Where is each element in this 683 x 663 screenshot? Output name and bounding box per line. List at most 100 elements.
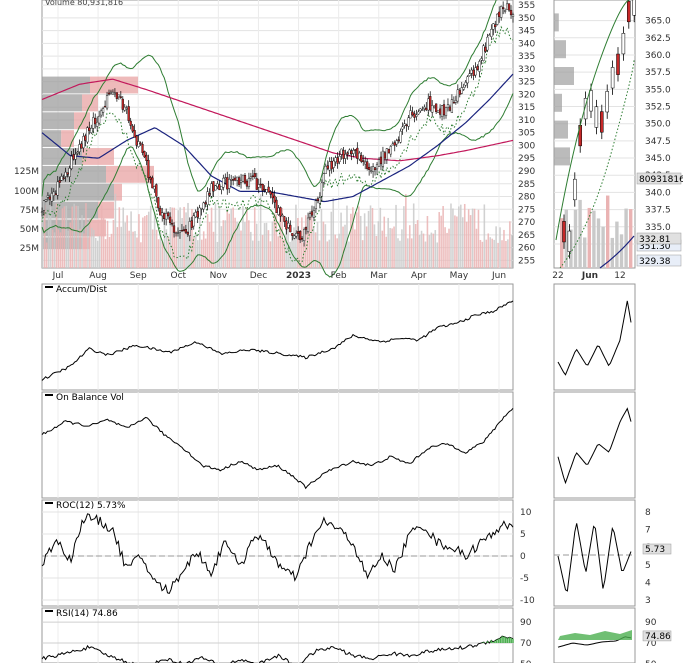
- candle-down: [362, 160, 365, 162]
- candle-up: [511, 14, 515, 17]
- volume-bar: [348, 241, 350, 268]
- candle-down: [131, 125, 134, 132]
- volume-bar: [185, 212, 187, 268]
- volume-bar: [244, 222, 246, 268]
- inset-volume-bar: [615, 221, 619, 268]
- volume-bar: [267, 230, 270, 268]
- volume-profile-bar-down: [74, 112, 90, 130]
- candle-up: [431, 105, 434, 113]
- indicator-line-0: [41, 300, 514, 381]
- volume-bar: [316, 221, 319, 268]
- candle-up: [395, 140, 398, 145]
- candle-down: [356, 147, 359, 159]
- candle-down: [350, 150, 353, 155]
- volume-bar: [248, 220, 250, 268]
- volume-bar: [436, 242, 439, 268]
- volume-bar: [94, 237, 97, 268]
- volume-bar: [120, 226, 123, 268]
- inset-indicator-tag: [642, 543, 672, 555]
- candle-down: [237, 177, 241, 185]
- volume-bar: [320, 209, 323, 268]
- volume-bar: [293, 227, 295, 268]
- candle-down: [253, 173, 256, 178]
- candle-up: [174, 232, 178, 234]
- volume-bar: [371, 208, 374, 268]
- volume-bar: [460, 204, 462, 268]
- indicator-title: Accum/Dist: [56, 285, 108, 295]
- candle-down: [502, 7, 505, 10]
- candle-up: [427, 98, 430, 111]
- candle-up: [56, 181, 59, 196]
- inset-price-tick-label: 355.0: [645, 85, 671, 95]
- candle-up: [460, 87, 463, 94]
- volume-bar: [214, 203, 217, 268]
- roc-tick-label: 0: [520, 552, 526, 562]
- volume-bar: [456, 216, 458, 268]
- inset-sar-line: [559, 59, 635, 269]
- indicator-title: RSI(14) 74.86: [56, 609, 118, 619]
- candle-up: [320, 182, 323, 197]
- candle-down: [145, 154, 148, 162]
- volume-bar: [130, 211, 132, 268]
- candle-up: [165, 213, 168, 220]
- inset-x-tick-label: Jun: [581, 271, 598, 281]
- candle-up: [444, 107, 448, 117]
- inset-x-tick-label: 22: [552, 271, 563, 281]
- volume-bar: [79, 228, 81, 268]
- candle-up: [247, 178, 251, 187]
- candle-up: [100, 110, 103, 116]
- inset-candle: [573, 178, 577, 201]
- candle-up: [464, 82, 467, 86]
- price-tick-label: 355: [518, 1, 535, 11]
- candle-down: [208, 193, 211, 196]
- roc-tick-label: 10: [520, 508, 532, 518]
- volume-bar: [375, 235, 378, 268]
- rsi-tick-label: 90: [520, 618, 532, 628]
- candle-up: [230, 179, 233, 181]
- volume-bar: [200, 239, 203, 268]
- candle-down: [155, 184, 158, 197]
- volume-bar: [410, 238, 413, 268]
- inset-candle: [562, 221, 566, 243]
- volume-bar: [359, 215, 362, 268]
- candle-up: [220, 186, 223, 190]
- indicator-line-1: [41, 407, 514, 490]
- inset-price-tag-label: 332.81: [639, 235, 671, 245]
- roc-tick-label: -5: [520, 574, 529, 584]
- candle-down: [182, 229, 185, 231]
- volume-bar: [306, 226, 309, 268]
- volume-bar: [183, 206, 185, 268]
- candle-up: [98, 115, 101, 124]
- price-tick-label: 280: [518, 193, 535, 203]
- candle-up: [50, 193, 53, 202]
- volume-bar: [477, 209, 480, 268]
- candle-up: [446, 104, 450, 108]
- candle-up: [318, 197, 321, 204]
- volume-bar: [257, 240, 260, 268]
- candle-down: [80, 143, 83, 149]
- volume-bar: [381, 230, 384, 268]
- rsi-tick-label: 50: [520, 660, 532, 663]
- volume-bar: [55, 203, 58, 268]
- candle-down: [245, 180, 249, 187]
- candle-up: [328, 161, 331, 171]
- volume-bar: [511, 234, 513, 268]
- candle-down: [289, 224, 292, 233]
- volume-bar: [151, 229, 154, 268]
- volume-bar: [495, 226, 497, 268]
- candle-down: [115, 92, 118, 99]
- volume-bar: [259, 194, 262, 268]
- volume-bar: [493, 239, 495, 268]
- candle-down: [172, 225, 176, 233]
- volume-bar: [391, 228, 393, 268]
- inset-price-tag-label: 351.30: [639, 242, 671, 252]
- candle-down: [484, 46, 487, 52]
- indicator-panel-frame-1: [41, 391, 514, 499]
- candle-down: [218, 184, 221, 190]
- candle-up: [46, 195, 50, 198]
- month-tick-label: Dec: [250, 271, 267, 281]
- volume-bar: [246, 207, 248, 268]
- candle-up: [216, 183, 219, 187]
- candle-down: [149, 177, 152, 180]
- volume-bar: [100, 205, 103, 268]
